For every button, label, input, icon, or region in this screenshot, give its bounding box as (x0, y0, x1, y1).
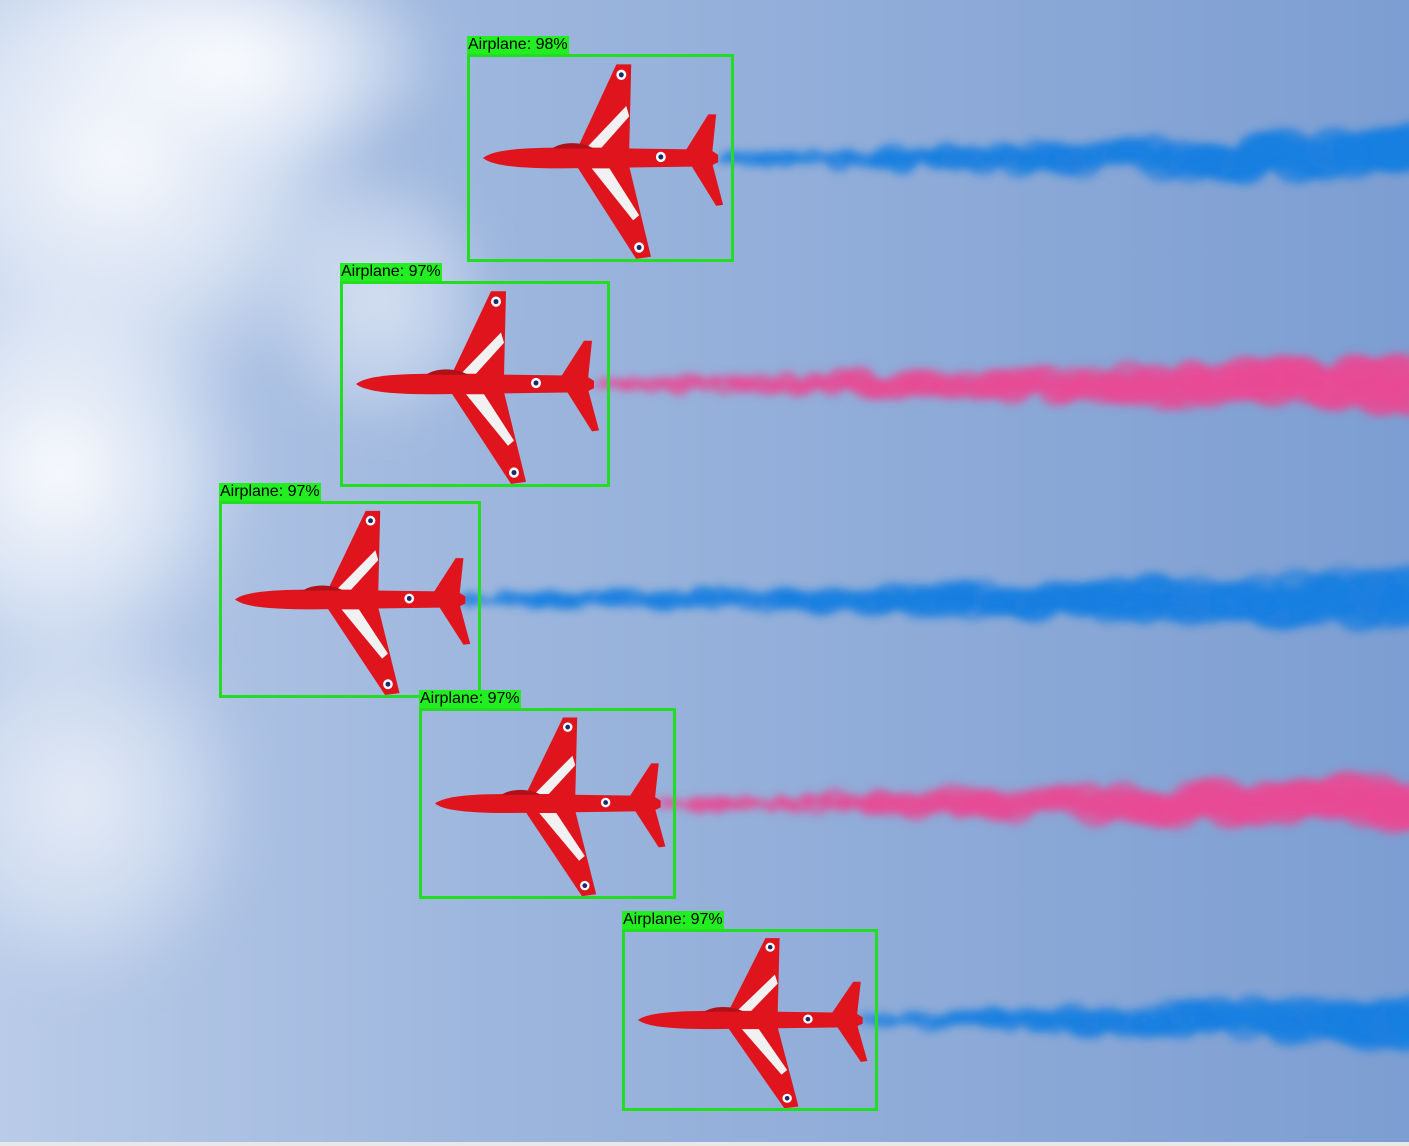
detection-box (622, 929, 878, 1111)
detection-label: Airplane: 97% (219, 483, 321, 501)
detection-label: Airplane: 97% (622, 911, 724, 929)
smoke-puff (482, 598, 493, 606)
detection-box (467, 54, 734, 262)
detection-label: Airplane: 98% (467, 36, 569, 54)
detection-label: Airplane: 97% (340, 263, 442, 281)
detection-label: Airplane: 97% (419, 690, 521, 708)
detection-box (340, 281, 610, 487)
detection-box (419, 708, 676, 899)
detection-box (219, 501, 481, 698)
